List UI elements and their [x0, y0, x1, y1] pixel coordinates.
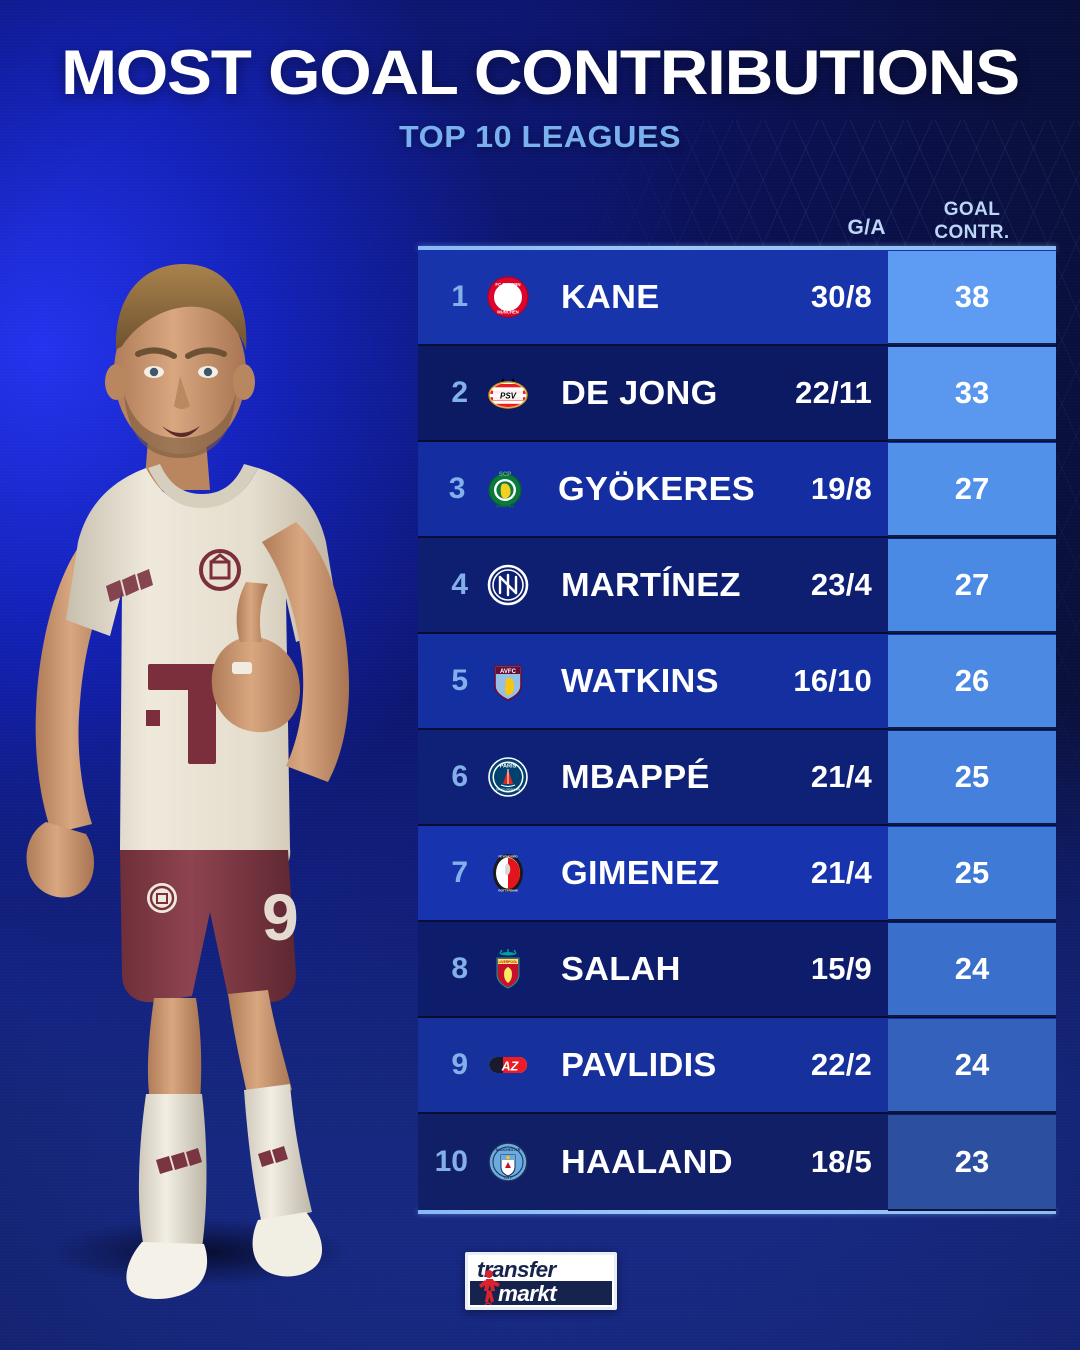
mancity-crest: MANCHESTER CITY — [480, 1141, 536, 1183]
goal-contributions-value: 33 — [888, 347, 1056, 441]
table-row[interactable]: 5 AVFC WATKINS 16/10 26 — [418, 634, 1056, 730]
table-top-rule — [418, 246, 1056, 250]
svg-text:SAINT-GERMAIN: SAINT-GERMAIN — [496, 788, 520, 792]
svg-text:CITY: CITY — [504, 1176, 512, 1180]
player-name: WATKINS — [560, 662, 719, 699]
az-crest: AZ — [480, 1044, 536, 1086]
table-row[interactable]: 1 FC BAYERN MÜNCHEN KANE 30/8 38 — [418, 250, 1056, 346]
rank-number: 6 — [451, 760, 468, 793]
transfermarkt-logo-top-band — [470, 1257, 612, 1281]
table-row[interactable]: 7 FEYENOORD ROTTERDAM GIMENEZ 21/4 25 — [418, 826, 1056, 922]
svg-text:PSV: PSV — [500, 391, 517, 400]
rank-number: 7 — [451, 856, 468, 889]
table-row[interactable]: 3 SCP SPORTING GYÖKERES 19/8 27 — [418, 442, 1056, 538]
goal-contributions-value: 27 — [888, 539, 1056, 633]
page-title: MOST GOAL CONTRIBUTIONS — [61, 38, 1020, 108]
goals-assists-value: 15/9 — [810, 951, 872, 986]
goal-contributions-value: 27 — [888, 443, 1056, 537]
goals-assists-value: 16/10 — [793, 663, 872, 698]
table-row[interactable]: 4 MARTÍNEZ 23/4 27 — [418, 538, 1056, 634]
svg-text:FC BAYERN: FC BAYERN — [495, 282, 520, 287]
transfermarkt-logo[interactable]: transfer markt — [465, 1252, 617, 1310]
table-body: 1 FC BAYERN MÜNCHEN KANE 30/8 38 2 — [418, 250, 1056, 1211]
svg-text:9: 9 — [262, 880, 299, 954]
rank-number: 3 — [448, 472, 466, 505]
goals-assists-value: 30/8 — [810, 279, 872, 314]
rank-number: 9 — [451, 1048, 468, 1081]
svg-text:MANCHESTER: MANCHESTER — [496, 1148, 521, 1152]
player-name: GYÖKERES — [558, 470, 756, 507]
goals-assists-value: 21/4 — [810, 855, 872, 890]
goal-contributions-value: 24 — [888, 923, 1056, 1017]
rank-number: 2 — [451, 376, 468, 409]
transfermarkt-word-markt: markt — [498, 1281, 557, 1306]
column-header-goal-contributions-line1: GOAL — [943, 198, 1001, 220]
player-name: DE JONG — [560, 374, 718, 411]
svg-text:PARIS: PARIS — [500, 764, 517, 770]
svg-text:SCP: SCP — [499, 472, 511, 478]
psg-crest: PARIS SAINT-GERMAIN — [480, 756, 536, 798]
inter-crest — [480, 564, 536, 606]
feyenoord-crest: FEYENOORD ROTTERDAM — [480, 852, 536, 894]
astonvilla-crest: AVFC — [480, 660, 536, 702]
rank-number: 8 — [451, 952, 468, 985]
goals-assists-value: 21/4 — [810, 759, 872, 794]
running-player-icon — [479, 1270, 500, 1305]
table-row[interactable]: 10 MANCHESTER CITY HAALAND 18/5 23 — [418, 1114, 1056, 1211]
player-name: GIMENEZ — [560, 854, 720, 891]
table-row[interactable]: 6 PARIS SAINT-GERMAIN MBAPPÉ 21/4 25 — [418, 730, 1056, 826]
table-row[interactable]: 9 AZ PAVLIDIS 22/2 24 — [418, 1018, 1056, 1114]
goal-contributions-value: 23 — [888, 1115, 1056, 1211]
goals-assists-value: 19/8 — [810, 471, 872, 506]
goal-contributions-value: 38 — [888, 251, 1056, 345]
svg-text:ROTTERDAM: ROTTERDAM — [498, 889, 518, 893]
column-header-goal-contributions: GOAL CONTR. — [888, 198, 1056, 244]
player-name: SALAH — [560, 950, 681, 987]
sporting-crest: SCP SPORTING — [477, 468, 533, 510]
goal-contributions-value: 25 — [888, 827, 1056, 921]
svg-text:LIVERPOOL: LIVERPOOL — [498, 960, 517, 964]
liverpool-crest: LIVERPOOL — [480, 948, 536, 990]
player-name: HAALAND — [560, 1143, 733, 1180]
goals-assists-value: 22/11 — [795, 375, 872, 410]
column-header-goal-contributions-line2: CONTR. — [934, 221, 1010, 243]
goals-assists-value: 22/2 — [810, 1047, 872, 1082]
goal-contributions-value: 25 — [888, 731, 1056, 825]
player-name: KANE — [560, 278, 660, 315]
svg-text:MÜNCHEN: MÜNCHEN — [497, 309, 518, 314]
page-subtitle: TOP 10 LEAGUES — [398, 119, 682, 154]
goal-contributions-value: 26 — [888, 635, 1056, 729]
transfermarkt-logo-inner: transfer markt — [468, 1255, 614, 1307]
table-column-headers: G/A GOAL CONTR. — [418, 170, 1056, 246]
player-name: MARTÍNEZ — [560, 566, 741, 603]
bayern-crest: FC BAYERN MÜNCHEN — [480, 276, 536, 318]
svg-text:FEYENOORD: FEYENOORD — [498, 854, 518, 858]
rank-number: 5 — [451, 664, 468, 697]
goal-contributions-value: 24 — [888, 1019, 1056, 1113]
goals-assists-value: 23/4 — [810, 567, 872, 602]
ranking-table: G/A GOAL CONTR. 1 FC BAYERN MÜNCHEN KANE… — [418, 170, 1056, 1214]
svg-text:SPORTING: SPORTING — [497, 505, 515, 509]
column-header-ga: G/A — [847, 216, 886, 239]
player-name: MBAPPÉ — [560, 758, 710, 795]
header: MOST GOAL CONTRIBUTIONS TOP 10 LEAGUES — [0, 42, 1080, 155]
goals-assists-value: 18/5 — [810, 1144, 872, 1179]
player-name: PAVLIDIS — [560, 1046, 717, 1083]
psv-crest: PSV — [480, 372, 536, 414]
table-bottom-rule — [418, 1210, 1056, 1214]
svg-text:AVFC: AVFC — [500, 669, 517, 675]
svg-text:AZ: AZ — [501, 1060, 520, 1074]
table-row[interactable]: 8 LIVERPOOL SALAH 15/9 24 — [418, 922, 1056, 1018]
table-row[interactable]: 2 PSV DE JONG 22/11 33 — [418, 346, 1056, 442]
rank-number: 4 — [451, 568, 468, 601]
harry-kane-photo: 9 — [0, 150, 416, 1310]
rank-number: 1 — [451, 280, 468, 313]
rank-number: 10 — [434, 1145, 468, 1178]
